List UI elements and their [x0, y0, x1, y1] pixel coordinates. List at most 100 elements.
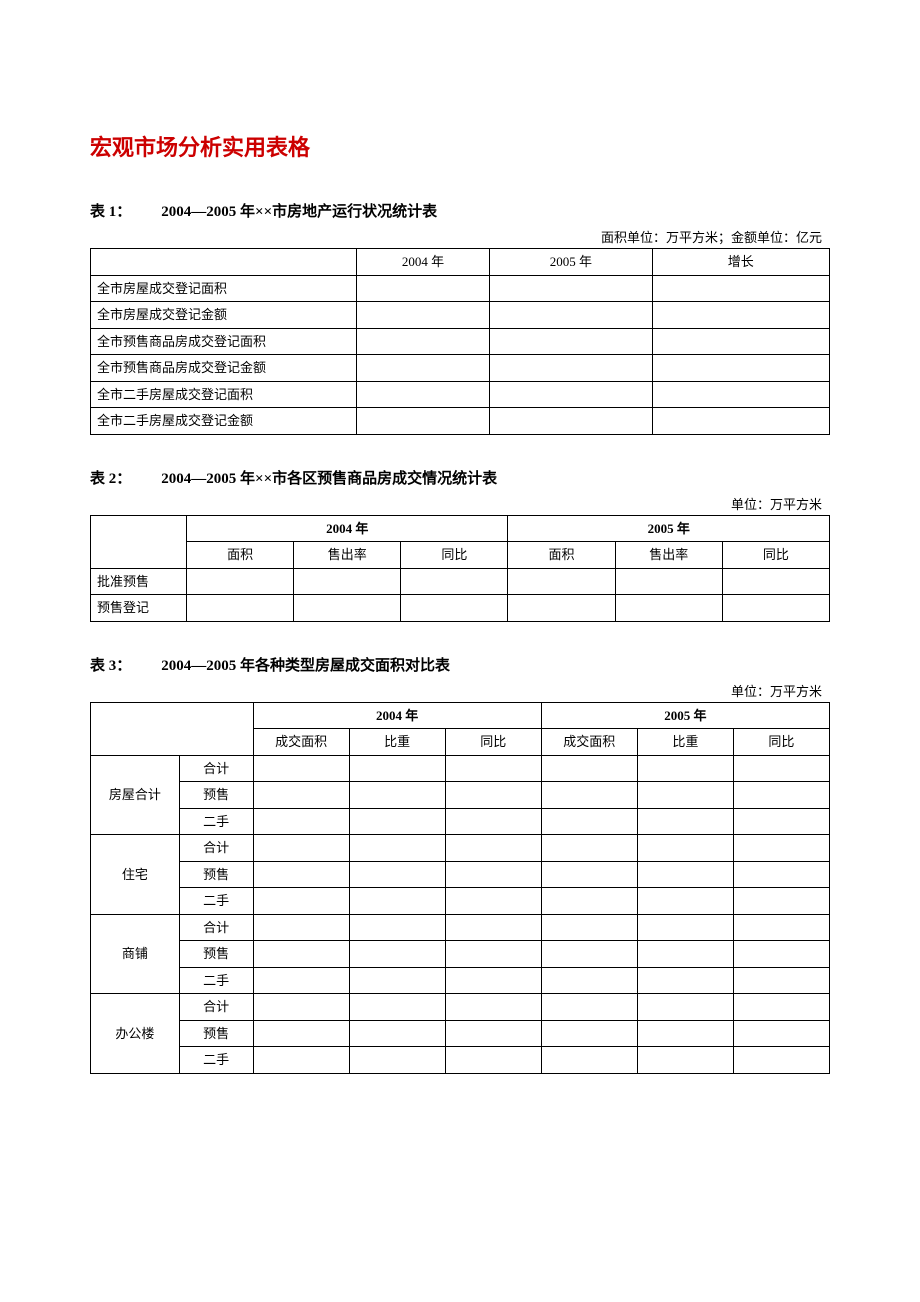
- table3-cell: [349, 782, 445, 809]
- table-row: 全市预售商品房成交登记金额: [91, 355, 830, 382]
- table-row: 二手: [91, 888, 830, 915]
- table3-cell: [445, 782, 541, 809]
- table-row: 二手: [91, 1047, 830, 1074]
- table1-row-label: 全市房屋成交登记面积: [91, 275, 357, 302]
- table3-cell: [541, 914, 637, 941]
- table3-cell: [733, 835, 829, 862]
- table1-cell: [490, 328, 653, 355]
- table3-group-label: 办公楼: [91, 994, 180, 1074]
- table3-cell: [253, 967, 349, 994]
- table1-cell: [490, 381, 653, 408]
- table1-cell: [357, 302, 490, 329]
- table3-cell: [637, 782, 733, 809]
- table3-cell: [637, 808, 733, 835]
- table3-cell: [349, 994, 445, 1021]
- table3-cell: [541, 1047, 637, 1074]
- table2-sub5: 同比: [722, 542, 829, 569]
- table2-caption-prefix: 表 2：: [90, 467, 131, 488]
- table2-cell: [508, 595, 615, 622]
- table3-cell: [637, 755, 733, 782]
- table3-cell: [637, 994, 733, 1021]
- table3-cell: [637, 1020, 733, 1047]
- table3-group-label: 商铺: [91, 914, 180, 994]
- table1-caption: 表 1：2004—2005 年××市房地产运行状况统计表: [90, 200, 830, 221]
- table1-cell: [652, 302, 829, 329]
- table1-row-label: 全市预售商品房成交登记金额: [91, 355, 357, 382]
- table2-sub1: 售出率: [294, 542, 401, 569]
- table3-cell: [541, 782, 637, 809]
- table3-cell: [637, 888, 733, 915]
- table3-cell: [445, 808, 541, 835]
- table3-sub3: 成交面积: [541, 729, 637, 756]
- table3-cell: [445, 888, 541, 915]
- table3-caption-text: 2004—2005 年各种类型房屋成交面积对比表: [161, 658, 450, 674]
- table3-sub1: 比重: [349, 729, 445, 756]
- table2-row-label: 批准预售: [91, 568, 187, 595]
- table2-cell: [615, 595, 722, 622]
- table3-cell: [637, 967, 733, 994]
- table2-cell: [294, 568, 401, 595]
- table3-cell: [733, 755, 829, 782]
- table3-cell: [253, 835, 349, 862]
- table-row: 全市二手房屋成交登记金额: [91, 408, 830, 435]
- table3-group-label: 房屋合计: [91, 755, 180, 835]
- table3-cell: [733, 1047, 829, 1074]
- table3-cell: [541, 1020, 637, 1047]
- table2-header-row2: 面积 售出率 同比 面积 售出率 同比: [91, 542, 830, 569]
- table3-cell: [541, 861, 637, 888]
- table1-row-label: 全市预售商品房成交登记面积: [91, 328, 357, 355]
- table3-cell: [445, 1047, 541, 1074]
- table2-unit: 单位：万平方米: [90, 494, 830, 513]
- table1-col1: 2004 年: [357, 249, 490, 276]
- table3-year1: 2004 年: [253, 702, 541, 729]
- table3-cell: [253, 994, 349, 1021]
- table2-corner: [91, 515, 187, 568]
- table1-unit: 面积单位：万平方米；金额单位：亿元: [90, 227, 830, 246]
- table1-cell: [490, 275, 653, 302]
- table3-cell: [349, 1047, 445, 1074]
- table3-sub-label: 预售: [179, 861, 253, 888]
- table3-sub-label: 预售: [179, 1020, 253, 1047]
- table3-cell: [253, 914, 349, 941]
- table3-corner: [91, 702, 254, 755]
- table3-cell: [637, 835, 733, 862]
- table3-cell: [733, 861, 829, 888]
- table3-cell: [733, 888, 829, 915]
- table2-caption: 表 2：2004—2005 年××市各区预售商品房成交情况统计表: [90, 467, 830, 488]
- table3-sub-label: 合计: [179, 835, 253, 862]
- table2-year2: 2005 年: [508, 515, 830, 542]
- table-row: 房屋合计合计: [91, 755, 830, 782]
- table3-sub4: 比重: [637, 729, 733, 756]
- table1-cell: [357, 275, 490, 302]
- table2-year1: 2004 年: [187, 515, 508, 542]
- table3-sub-label: 预售: [179, 782, 253, 809]
- table3-cell: [445, 835, 541, 862]
- table3-cell: [349, 861, 445, 888]
- table1: 2004 年 2005 年 增长 全市房屋成交登记面积全市房屋成交登记金额全市预…: [90, 248, 830, 435]
- table3-cell: [253, 861, 349, 888]
- table3-cell: [253, 888, 349, 915]
- table2-cell: [401, 595, 508, 622]
- table-row: 预售: [91, 782, 830, 809]
- table3-cell: [733, 967, 829, 994]
- document-title: 宏观市场分析实用表格: [90, 130, 830, 162]
- table3-cell: [541, 941, 637, 968]
- table3-cell: [733, 994, 829, 1021]
- table1-col3: 增长: [652, 249, 829, 276]
- table3-cell: [349, 835, 445, 862]
- table-row: 全市房屋成交登记面积: [91, 275, 830, 302]
- table1-cell: [357, 408, 490, 435]
- table2-sub2: 同比: [401, 542, 508, 569]
- table-row: 预售: [91, 941, 830, 968]
- table3-sub-label: 二手: [179, 888, 253, 915]
- table2-cell: [615, 568, 722, 595]
- table3-group-label: 住宅: [91, 835, 180, 915]
- table3-cell: [349, 888, 445, 915]
- table2-cell: [187, 595, 294, 622]
- table3-cell: [253, 755, 349, 782]
- table3-cell: [253, 1020, 349, 1047]
- table3-sub-label: 二手: [179, 1047, 253, 1074]
- table-row: 二手: [91, 967, 830, 994]
- table3-sub0: 成交面积: [253, 729, 349, 756]
- table1-cell: [490, 408, 653, 435]
